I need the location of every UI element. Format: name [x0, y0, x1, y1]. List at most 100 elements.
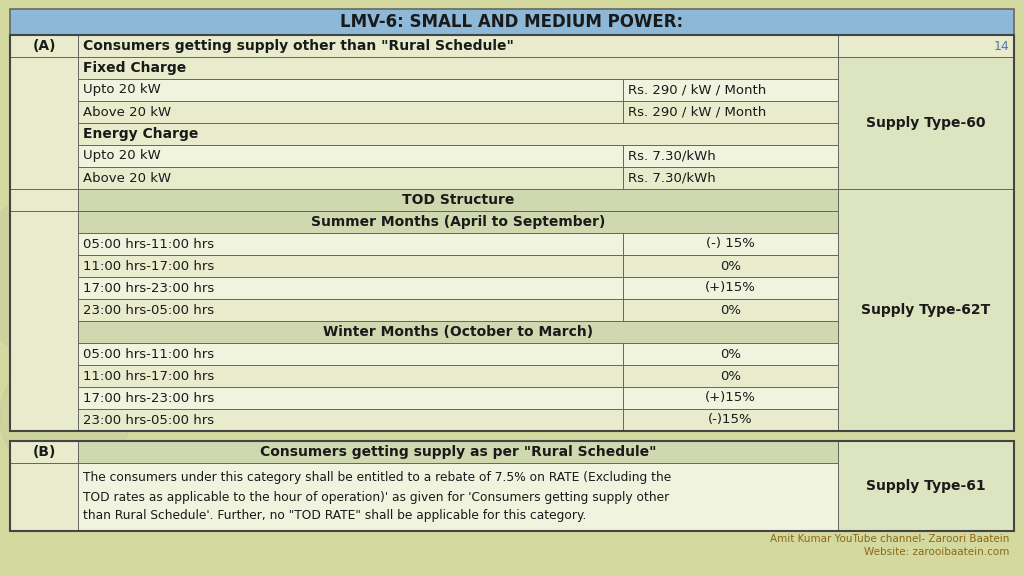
Text: LMV-6: SMALL AND MEDIUM POWER:: LMV-6: SMALL AND MEDIUM POWER:	[340, 13, 684, 31]
Bar	[78, 343, 623, 365]
Bar	[78, 211, 838, 233]
Text: (+)15%: (+)15%	[706, 282, 756, 294]
Bar	[10, 463, 78, 531]
Bar	[10, 343, 78, 365]
Bar	[10, 277, 78, 299]
Text: (-)15%: (-)15%	[709, 414, 753, 426]
Bar	[10, 387, 78, 409]
Text: 0%: 0%	[720, 369, 741, 382]
Bar	[78, 79, 623, 101]
Bar	[10, 9, 1014, 35]
Bar	[623, 299, 838, 321]
Bar	[623, 233, 838, 255]
Bar	[78, 145, 623, 167]
Text: 17:00 hrs-23:00 hrs: 17:00 hrs-23:00 hrs	[83, 282, 214, 294]
Text: 0%: 0%	[720, 260, 741, 272]
Text: Energy Charge: Energy Charge	[83, 127, 199, 141]
Text: Website: zarooibaatein.com: Website: zarooibaatein.com	[863, 547, 1009, 557]
Text: 23:00 hrs-05:00 hrs: 23:00 hrs-05:00 hrs	[83, 304, 214, 316]
Text: 0%: 0%	[720, 304, 741, 316]
Bar	[78, 441, 838, 463]
Text: than Rural Schedule'. Further, no "TOD RATE" shall be applicable for this catego: than Rural Schedule'. Further, no "TOD R…	[83, 510, 587, 522]
Bar	[10, 321, 78, 343]
Text: Rs. 290 / kW / Month: Rs. 290 / kW / Month	[628, 105, 766, 119]
Text: 05:00 hrs-11:00 hrs: 05:00 hrs-11:00 hrs	[83, 347, 214, 361]
Text: Above 20 kW: Above 20 kW	[83, 105, 171, 119]
Text: 0%: 0%	[720, 347, 741, 361]
Bar	[10, 441, 1014, 531]
Text: 14: 14	[993, 40, 1009, 52]
Bar	[838, 441, 1014, 463]
Bar	[78, 299, 623, 321]
Text: 17:00 hrs-23:00 hrs: 17:00 hrs-23:00 hrs	[83, 392, 214, 404]
Text: Summer Months (April to September): Summer Months (April to September)	[311, 215, 605, 229]
Text: Rs. 290 / kW / Month: Rs. 290 / kW / Month	[628, 84, 766, 97]
Text: Consumers getting supply other than "Rural Schedule": Consumers getting supply other than "Rur…	[83, 39, 514, 53]
Text: Supply Type-60: Supply Type-60	[866, 116, 986, 130]
Bar	[10, 211, 78, 233]
Text: Above 20 kW: Above 20 kW	[83, 172, 171, 184]
Bar	[623, 409, 838, 431]
Bar	[78, 167, 623, 189]
Bar	[10, 189, 78, 211]
Bar	[10, 35, 1014, 431]
Text: Supply Type-61: Supply Type-61	[866, 479, 986, 493]
Bar	[623, 167, 838, 189]
Bar	[78, 57, 838, 79]
Bar	[10, 35, 78, 57]
Bar	[623, 277, 838, 299]
Text: Upto 20 kW: Upto 20 kW	[83, 84, 161, 97]
Bar	[838, 35, 1014, 57]
Bar	[10, 255, 78, 277]
Bar	[623, 255, 838, 277]
Bar	[78, 35, 838, 57]
Text: 11:00 hrs-17:00 hrs: 11:00 hrs-17:00 hrs	[83, 260, 214, 272]
Text: 23:00 hrs-05:00 hrs: 23:00 hrs-05:00 hrs	[83, 414, 214, 426]
Text: (A): (A)	[32, 39, 55, 53]
Text: Consumers getting supply as per "Rural Schedule": Consumers getting supply as per "Rural S…	[260, 445, 656, 459]
Bar	[623, 365, 838, 387]
Text: Fixed Charge: Fixed Charge	[83, 61, 186, 75]
Bar	[838, 57, 1014, 189]
Bar	[10, 441, 78, 463]
Bar	[623, 101, 838, 123]
Text: Winter Months (October to March): Winter Months (October to March)	[323, 325, 593, 339]
Text: (+)15%: (+)15%	[706, 392, 756, 404]
Bar	[78, 387, 623, 409]
Bar	[623, 343, 838, 365]
Text: (-) 15%: (-) 15%	[707, 237, 755, 251]
Bar	[838, 441, 1014, 531]
Text: The consumers under this category shall be entitled to a rebate of 7.5% on RATE : The consumers under this category shall …	[83, 472, 672, 484]
Text: (B): (B)	[33, 445, 55, 459]
Bar	[838, 189, 1014, 431]
Text: 05:00 hrs-11:00 hrs: 05:00 hrs-11:00 hrs	[83, 237, 214, 251]
Bar	[78, 409, 623, 431]
Circle shape	[0, 186, 155, 366]
Bar	[623, 79, 838, 101]
Bar	[10, 409, 78, 431]
Bar	[78, 365, 623, 387]
Bar	[78, 101, 623, 123]
Text: Upto 20 kW: Upto 20 kW	[83, 150, 161, 162]
Bar	[78, 255, 623, 277]
Bar	[10, 365, 78, 387]
Text: 11:00 hrs-17:00 hrs: 11:00 hrs-17:00 hrs	[83, 369, 214, 382]
Bar	[10, 299, 78, 321]
Bar	[78, 189, 838, 211]
Bar	[10, 57, 78, 189]
Text: Rs. 7.30/kWh: Rs. 7.30/kWh	[628, 150, 716, 162]
Bar	[78, 463, 838, 531]
Bar	[78, 123, 838, 145]
Circle shape	[0, 351, 130, 481]
Bar	[10, 233, 78, 255]
Text: Amit Kumar YouTube channel- Zaroori Baatein: Amit Kumar YouTube channel- Zaroori Baat…	[770, 534, 1009, 544]
Bar	[78, 233, 623, 255]
Bar	[78, 277, 623, 299]
Text: TOD Structure: TOD Structure	[401, 193, 514, 207]
Bar	[623, 145, 838, 167]
Text: Rs. 7.30/kWh: Rs. 7.30/kWh	[628, 172, 716, 184]
Bar	[78, 321, 838, 343]
Bar	[10, 211, 78, 431]
Text: Supply Type-62T: Supply Type-62T	[861, 303, 990, 317]
Text: TOD rates as applicable to the hour of operation)' as given for 'Consumers getti: TOD rates as applicable to the hour of o…	[83, 491, 670, 503]
